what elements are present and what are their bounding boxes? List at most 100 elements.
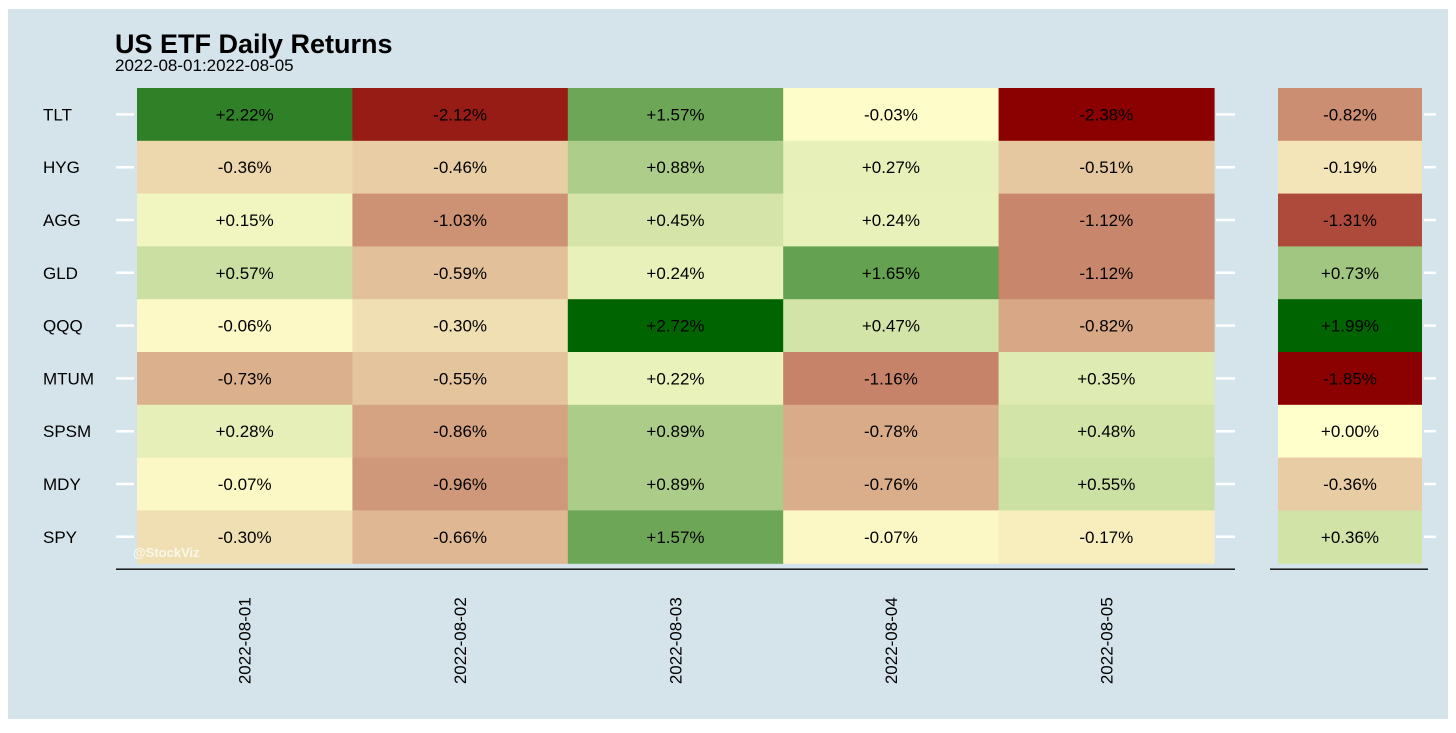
heatmap-cell-agg-2022-08-05: [998, 193, 1215, 247]
row-label-mdy: MDY: [43, 475, 81, 494]
heatmap-cell-qqq-2022-08-05: [998, 299, 1215, 353]
row-label-tlt: TLT: [43, 105, 72, 124]
cell-label: +2.72%: [646, 317, 704, 336]
total-heatmap: -0.82% -0.19% -1.31% +0.73% +1.99% -1.85% +0.0…: [1278, 88, 1422, 564]
total-cell-label: -0.19%: [1323, 158, 1377, 177]
heatmap-cell-spy-2022-08-01: [137, 510, 353, 564]
heatmap-cell-mtum-2022-08-03: [567, 352, 784, 406]
row-label-spsm: SPSM: [43, 422, 91, 441]
heatmap-cell-mtum-2022-08-04: [783, 352, 1000, 406]
heatmap-cell-spsm-2022-08-03: [567, 404, 784, 459]
heatmap-cell-agg-2022-08-03: [567, 193, 784, 247]
heatmap-cell-hyg-2022-08-04: [783, 140, 1000, 195]
heatmap-cell-spy-2022-08-05: [998, 510, 1215, 564]
chart-title: US ETF Daily Returns: [115, 29, 393, 59]
heatmap-cell-qqq-2022-08-04: [783, 299, 1000, 353]
row-label-hyg: HYG: [43, 158, 80, 177]
heatmap-cell-mtum-2022-08-01: [137, 352, 353, 406]
x-tick-label-2022-08-01: 2022-08-01: [236, 597, 255, 684]
cell-label: +0.28%: [216, 422, 274, 441]
heatmap-cell-agg-2022-08-04: [783, 193, 1000, 247]
cell-label: -1.16%: [864, 369, 918, 388]
heatmap-cell-tlt-2022-08-03: [567, 88, 784, 142]
cell-label: -0.51%: [1079, 158, 1133, 177]
cell-label: -0.07%: [218, 475, 272, 494]
heatmap-cell-tlt-2022-08-04: [783, 88, 1000, 142]
total-cell-hyg: [1278, 140, 1422, 195]
cell-label: -0.59%: [433, 264, 487, 283]
total-cell-spy: [1278, 510, 1422, 564]
cell-label: +0.48%: [1077, 422, 1135, 441]
cell-label: -2.12%: [433, 105, 487, 124]
cell-label: -2.38%: [1079, 105, 1133, 124]
total-cell-gld: [1278, 246, 1422, 300]
total-cell-tlt: [1278, 88, 1422, 142]
heatmap-cell-mdy-2022-08-04: [783, 457, 1000, 511]
heatmap-cell-spsm-2022-08-05: [998, 404, 1215, 459]
cell-label: -0.07%: [864, 528, 918, 547]
total-cell-label: -0.36%: [1323, 475, 1377, 494]
total-cell-mdy: [1278, 457, 1422, 511]
watermark: @StockViz: [133, 545, 200, 560]
heatmap-cell-spy-2022-08-04: [783, 510, 1000, 564]
cell-label: -0.82%: [1079, 317, 1133, 336]
cell-label: -1.03%: [433, 211, 487, 230]
cell-label: -0.76%: [864, 475, 918, 494]
heatmap-cell-mtum-2022-08-05: [998, 352, 1215, 406]
heatmap-cell-mdy-2022-08-05: [998, 457, 1215, 511]
heatmap-cell-agg-2022-08-01: [137, 193, 353, 247]
cell-label: -1.12%: [1079, 264, 1133, 283]
row-label-mtum: MTUM: [43, 369, 94, 388]
total-cell-label: +0.36%: [1321, 528, 1379, 547]
row-label-agg: AGG: [43, 211, 81, 230]
heatmap-cell-gld-2022-08-01: [137, 246, 353, 300]
cell-label: +0.88%: [646, 158, 704, 177]
cell-label: -0.73%: [218, 369, 272, 388]
x-tick-label-2022-08-02: 2022-08-02: [451, 597, 470, 684]
total-cell-mtum: [1278, 352, 1422, 406]
heatmap-cell-gld-2022-08-04: [783, 246, 1000, 300]
heatmap-cell-agg-2022-08-02: [352, 193, 569, 247]
heatmap-cell-tlt-2022-08-05: [998, 88, 1215, 142]
heatmap-cell-mdy-2022-08-01: [137, 457, 353, 511]
total-cell-agg: [1278, 193, 1422, 247]
cell-label: +1.65%: [862, 264, 920, 283]
cell-label: -0.86%: [433, 422, 487, 441]
heatmap-cell-qqq-2022-08-03: [567, 299, 784, 353]
cell-label: +0.57%: [216, 264, 274, 283]
total-cell-label: -1.31%: [1323, 211, 1377, 230]
total-cell-spsm: [1278, 404, 1422, 459]
main-heatmap: +2.22% -2.12% +1.57% -0.03% -2.38% -0.36% -0.4…: [137, 88, 1215, 564]
cell-label: -0.03%: [864, 105, 918, 124]
heatmap-cell-qqq-2022-08-02: [352, 299, 569, 353]
total-cell-label: +0.00%: [1321, 422, 1379, 441]
row-label-qqq: QQQ: [43, 317, 83, 336]
cell-label: +1.57%: [646, 105, 704, 124]
total-cell-label: -1.85%: [1323, 369, 1377, 388]
heatmap-cell-tlt-2022-08-02: [352, 88, 569, 142]
cell-label: -0.17%: [1079, 528, 1133, 547]
row-label-spy: SPY: [43, 528, 77, 547]
cell-label: +0.45%: [646, 211, 704, 230]
heatmap-cell-gld-2022-08-03: [567, 246, 784, 300]
chart-subtitle: 2022-08-01:2022-08-05: [115, 56, 294, 75]
cell-label: -0.30%: [433, 317, 487, 336]
cell-label: -0.06%: [218, 317, 272, 336]
cell-label: -1.12%: [1079, 211, 1133, 230]
heatmap-cell-tlt-2022-08-01: [137, 88, 353, 142]
total-cell-qqq: [1278, 299, 1422, 353]
cell-label: +0.47%: [862, 317, 920, 336]
heatmap-cell-gld-2022-08-02: [352, 246, 569, 300]
axes: TLT HYG AGG GLD QQQ MTUM SPSM MDY SPY 2022-08-01 2…: [43, 105, 1436, 684]
heatmap-cell-spy-2022-08-02: [352, 510, 569, 564]
row-label-gld: GLD: [43, 264, 78, 283]
total-cell-label: +0.73%: [1321, 264, 1379, 283]
heatmap-cell-gld-2022-08-05: [998, 246, 1215, 300]
heatmap-cell-hyg-2022-08-05: [998, 140, 1215, 195]
heatmap-cell-hyg-2022-08-01: [137, 140, 353, 195]
heatmap-cell-mtum-2022-08-02: [352, 352, 569, 406]
heatmap-cell-hyg-2022-08-03: [567, 140, 784, 195]
cell-label: +0.27%: [862, 158, 920, 177]
heatmap-cell-hyg-2022-08-02: [352, 140, 569, 195]
